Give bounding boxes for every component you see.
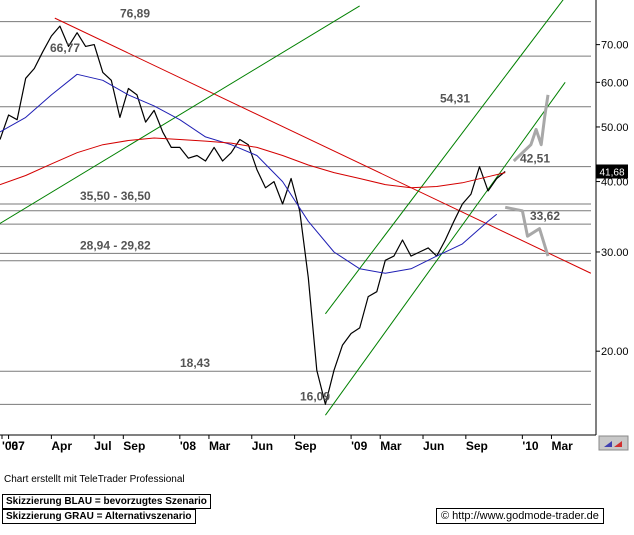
- x-tick-label: '10: [522, 439, 539, 453]
- level-label: 66,77: [50, 41, 80, 55]
- level-label: 28,94 - 29,82: [80, 238, 151, 252]
- scenario-gray-label: Skizzierung GRAU = Alternativszenario: [2, 509, 196, 524]
- price-line: [0, 25, 506, 405]
- x-tick-label: Sep: [123, 439, 145, 453]
- zoom-icon[interactable]: [598, 435, 629, 451]
- scenario-gray-path: [512, 94, 550, 163]
- x-tick-label: '06: [2, 439, 19, 453]
- level-label: 76,89: [120, 7, 150, 21]
- level-label: 35,50 - 36,50: [80, 189, 151, 203]
- x-tick-label: Sep: [295, 439, 317, 453]
- y-tick-label: 40.00: [601, 177, 629, 189]
- y-tick-label: 20.00: [601, 346, 629, 358]
- x-tick-label: Sep: [466, 439, 488, 453]
- x-tick-label: Jun: [423, 439, 444, 453]
- last-price-label: 41,68: [599, 167, 624, 178]
- last-price-tag: 41,68: [596, 164, 628, 179]
- copyright-link[interactable]: © http://www.godmode-trader.de: [436, 508, 604, 524]
- x-tick-label: Jun: [252, 439, 273, 453]
- scenario-blue-label: Skizzierung BLAU = bevorzugtes Szenario: [2, 494, 211, 509]
- x-tick-label: Mar: [209, 439, 231, 453]
- moving-average-short: [0, 73, 498, 274]
- level-label: 54,31: [440, 92, 470, 106]
- channel-line: [324, 82, 566, 416]
- x-tick-label: Mar: [380, 439, 402, 453]
- resistance-line: [54, 17, 592, 274]
- y-tick-label: 50.00: [601, 122, 629, 134]
- scenario-gray-path: [504, 205, 550, 257]
- x-tick-label: '08: [180, 439, 197, 453]
- x-tick-label: Jul: [94, 439, 111, 453]
- y-tick-label: 30.00: [601, 247, 629, 259]
- chart-credit: Chart erstellt mit TeleTrader Profession…: [4, 474, 185, 485]
- channel-line: [325, 0, 564, 315]
- y-tick-label: 70.00: [601, 40, 629, 52]
- x-tick-label: Mar: [551, 439, 573, 453]
- level-label: 33,62: [530, 209, 560, 223]
- level-label: 42,51: [520, 152, 550, 166]
- x-tick-label: '07: [9, 439, 26, 453]
- x-tick-label: '09: [351, 439, 368, 453]
- moving-average-long: [0, 137, 506, 189]
- level-label: 16,09: [300, 389, 330, 403]
- x-tick-label: Apr: [51, 439, 72, 453]
- level-label: 18,43: [180, 356, 210, 370]
- y-tick-label: 60.00: [601, 77, 629, 89]
